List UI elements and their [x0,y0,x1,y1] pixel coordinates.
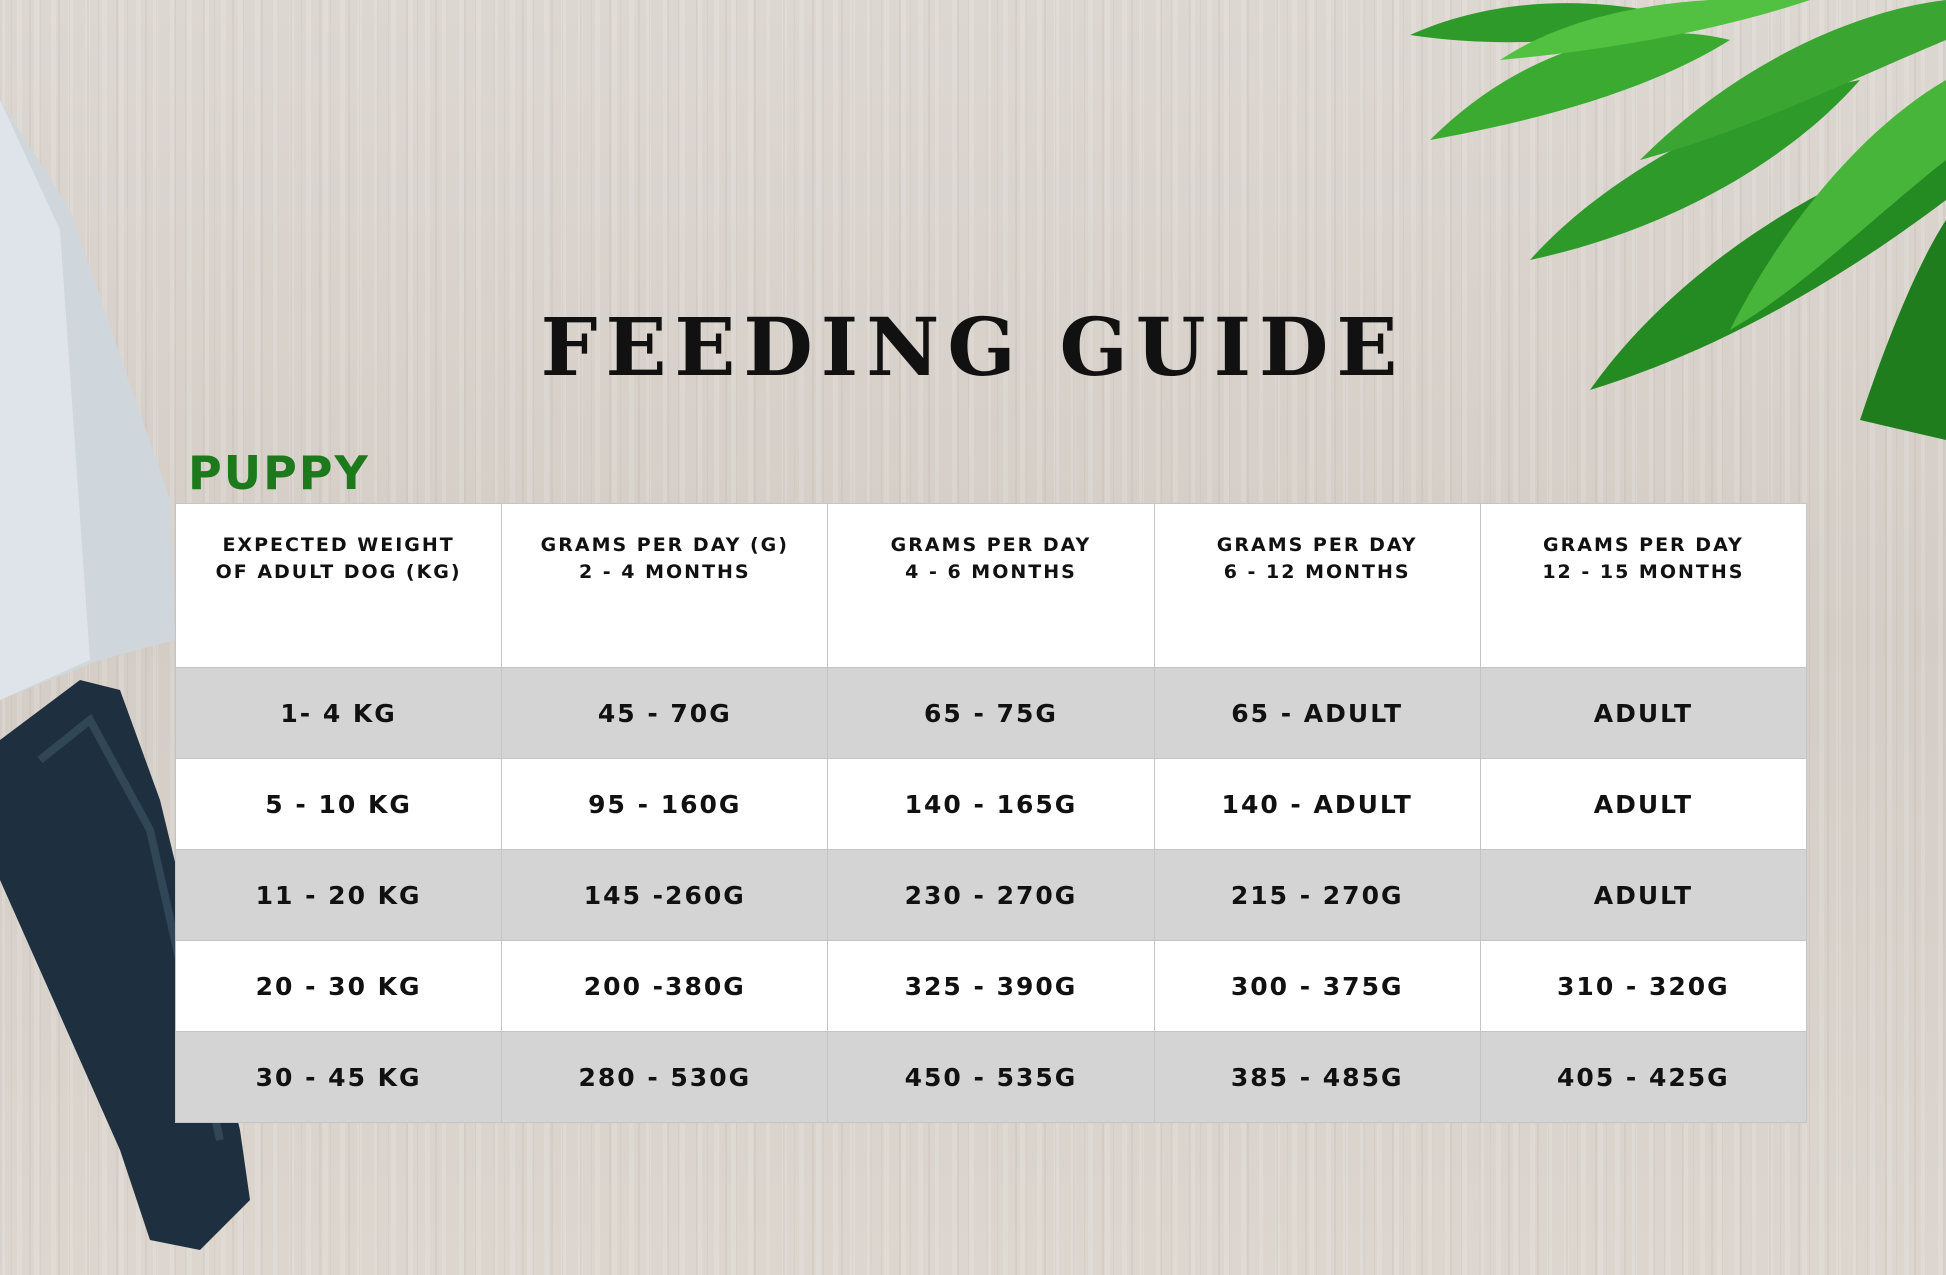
table-cell: 405 - 425G [1479,1031,1808,1123]
table-cell: 65 - ADULT [1153,667,1481,759]
table-row: 11 - 20 KG 145 -260G 230 - 270G 215 - 270G A… [174,849,1808,941]
table-cell: 310 - 320G [1479,940,1808,1032]
header-line: 6 - 12 MONTHS [1223,561,1411,583]
table-cell: 5 - 10 KG [174,758,503,850]
table-header-row: EXPECTED WEIGHT OF ADULT DOG (KG) GRAMS P… [174,503,1808,668]
column-header-4-6-months: GRAMS PER DAY 4 - 6 MONTHS [827,503,1155,668]
table-cell: 230 - 270G [827,849,1155,941]
table-cell: 20 - 30 KG [174,940,503,1032]
header-line: GRAMS PER DAY (G) [540,534,789,556]
table-cell: 145 -260G [501,849,829,941]
leaves-image [1410,0,1946,440]
table-cell: 11 - 20 KG [174,849,503,941]
header-line: EXPECTED WEIGHT [222,534,455,556]
column-header-6-12-months: GRAMS PER DAY 6 - 12 MONTHS [1153,503,1481,668]
table-cell: 215 - 270G [1153,849,1481,941]
table-cell: 65 - 75G [827,667,1155,759]
header-line: 2 - 4 MONTHS [578,561,751,583]
table-row: 20 - 30 KG 200 -380G 325 - 390G 300 - 375G 3… [174,940,1808,1032]
table-cell: 140 - 165G [827,758,1155,850]
table-cell: 45 - 70G [501,667,829,759]
header-line: GRAMS PER DAY [890,534,1092,556]
table-cell: 30 - 45 KG [174,1031,503,1123]
table-cell: 140 - ADULT [1153,758,1481,850]
feeding-table: EXPECTED WEIGHT OF ADULT DOG (KG) GRAMS P… [174,503,1808,1123]
header-line: GRAMS PER DAY [1216,534,1418,556]
column-header-2-4-months: GRAMS PER DAY (G) 2 - 4 MONTHS [501,503,829,668]
table-cell: 280 - 530G [501,1031,829,1123]
table-cell: ADULT [1479,758,1808,850]
header-line: 4 - 6 MONTHS [905,561,1077,583]
table-cell: 300 - 375G [1153,940,1481,1032]
table-cell: 325 - 390G [827,940,1155,1032]
table-row: 5 - 10 KG 95 - 160G 140 - 165G 140 - ADULT A… [174,758,1808,850]
page-title: FEEDING GUIDE [540,300,1406,394]
table-cell: 450 - 535G [827,1031,1155,1123]
table-cell: ADULT [1479,667,1808,759]
header-line: GRAMS PER DAY [1543,534,1744,556]
header-line: 12 - 15 MONTHS [1542,561,1745,583]
table-cell: 200 -380G [501,940,829,1032]
header-line: OF ADULT DOG (KG) [215,561,462,583]
column-header-12-15-months: GRAMS PER DAY 12 - 15 MONTHS [1479,503,1808,668]
section-heading-puppy: PUPPY [188,446,370,500]
table-cell: ADULT [1479,849,1808,941]
table-cell: 385 - 485G [1153,1031,1481,1123]
table-cell: 1- 4 KG [174,667,503,759]
table-row: 1- 4 KG 45 - 70G 65 - 75G 65 - ADULT ADULT [174,667,1808,759]
table-row: 30 - 45 KG 280 - 530G 450 - 535G 385 - 485G… [174,1031,1808,1123]
column-header-weight: EXPECTED WEIGHT OF ADULT DOG (KG) [174,503,503,668]
table-cell: 95 - 160G [501,758,829,850]
